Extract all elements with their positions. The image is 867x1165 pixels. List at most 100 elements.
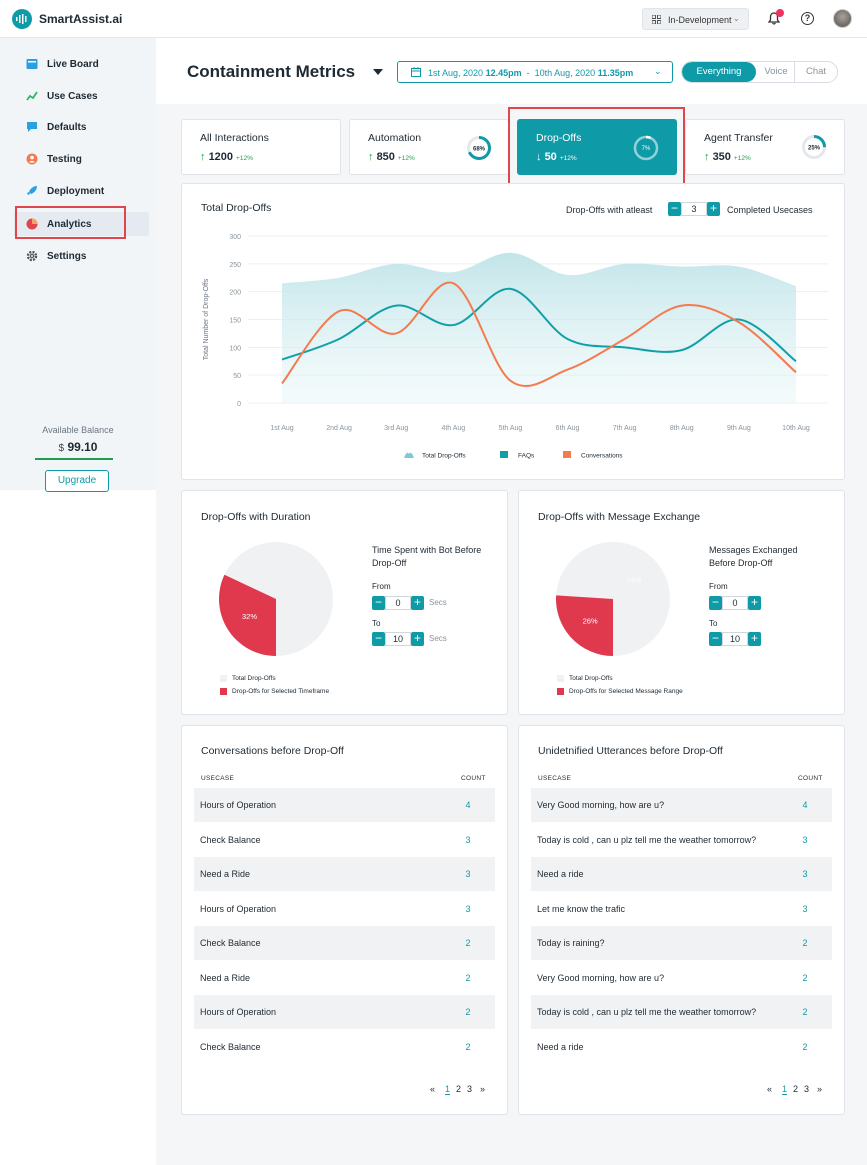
stepper-value[interactable]: 0 [722,596,748,610]
row-count[interactable]: 3 [465,869,471,879]
message-to-stepper[interactable]: − 10 + [709,632,761,646]
decrement-button[interactable]: − [372,632,385,646]
table-row[interactable]: Check Balance 3 [194,823,495,857]
channel-chat-button[interactable]: Chat [805,66,827,77]
row-count[interactable]: 2 [465,1007,471,1017]
prev-page-button[interactable]: « [767,1084,773,1094]
sidebar-item-testing[interactable]: Testing [26,152,146,170]
kpi-card-automation[interactable]: Automation ↑ 850 +12% 68% [349,119,509,175]
legend-swatch-selected [220,688,227,695]
table-row[interactable]: Hours of Operation 4 [194,788,495,822]
kpi-card-drop-offs[interactable]: Drop-Offs ↓ 50 +12% 7% [517,119,677,175]
increment-button[interactable]: + [748,632,761,646]
table-row[interactable]: Very Good morning, how are u? 2 [531,961,832,995]
sidebar-item-label: Defaults [47,122,87,133]
donut-arc [633,135,659,161]
message-from-stepper[interactable]: − 0 + [709,596,761,610]
decrement-button[interactable]: − [709,632,722,646]
table-row[interactable]: Very Good morning, how are u? 4 [531,788,832,822]
table-row[interactable]: Need a Ride 3 [194,857,495,891]
row-count[interactable]: 3 [802,869,808,879]
kpi-value: ↑ 350 +12% [704,151,751,163]
decrement-button[interactable]: − [709,596,722,610]
table-row[interactable]: Check Balance 2 [194,1030,495,1064]
row-count[interactable]: 2 [465,972,471,983]
sidebar-item-defaults[interactable]: Defaults [26,120,146,138]
channel-voice-button[interactable]: Voice [764,66,788,77]
row-count[interactable]: 2 [802,1007,808,1017]
environment-dropdown[interactable]: In-Development ⌄ [642,8,749,30]
table-row[interactable]: Today is cold , can u plz tell me the we… [531,823,832,857]
page-3-button[interactable]: 3 [804,1084,810,1094]
stepper-value[interactable]: 10 [722,632,748,646]
next-page-button[interactable]: » [480,1084,486,1094]
stepper-value[interactable]: 10 [385,632,411,646]
filter-prefix: Drop-Offs with atleast [566,205,653,215]
table-row[interactable]: Need a ride 2 [531,1030,832,1064]
stepper-value[interactable]: 0 [385,596,411,610]
legend-swatch-total [220,675,227,682]
table-row[interactable]: Need a Ride 2 [194,961,495,995]
table-row[interactable]: Need a ride 3 [531,857,832,891]
donut-arc [467,136,491,160]
agent-transfer-donut: 25% [802,135,826,159]
balance-currency: $ [58,443,65,454]
sidebar-item-live-board[interactable]: Live Board [26,57,146,75]
title-dropdown-caret-icon[interactable] [373,69,383,75]
row-count[interactable]: 4 [802,800,808,810]
next-page-button[interactable]: » [817,1084,823,1094]
table-row[interactable]: Let me know the trafic 3 [531,892,832,926]
row-count[interactable]: 2 [802,972,808,983]
x-tick-label: 6th Aug [556,425,580,432]
row-count[interactable]: 2 [802,938,808,948]
sidebar-item-settings[interactable]: Settings [26,249,146,267]
column-header-usecase: USECASE [201,775,235,782]
sidebar-item-use-cases[interactable]: Use Cases [26,89,146,107]
page-1-button[interactable]: 1 [782,1084,788,1095]
page-2-button[interactable]: 2 [456,1084,462,1094]
row-count[interactable]: 3 [802,834,808,845]
decrement-button[interactable]: − [372,596,385,610]
decrement-button[interactable]: − [668,202,681,216]
row-count[interactable]: 2 [465,938,471,948]
row-count[interactable]: 3 [465,834,471,845]
completed-usecases-stepper[interactable]: − 3 + [668,202,720,216]
row-usecase: Today is raining? [537,938,605,948]
sidebar-item-analytics[interactable]: Analytics [26,217,146,235]
row-count[interactable]: 2 [465,1041,471,1052]
duration-from-stepper[interactable]: − 0 + [372,596,424,610]
increment-button[interactable]: + [748,596,761,610]
kpi-card-all-interactions[interactable]: All Interactions ↑ 1200 +12% [181,119,341,175]
table-row[interactable]: Check Balance 2 [194,926,495,960]
upgrade-button[interactable]: Upgrade [45,470,109,492]
row-count[interactable]: 2 [802,1041,808,1052]
legend-label: Conversations [581,453,623,460]
smartassist-logo-icon[interactable] [12,9,32,29]
date-range-picker[interactable]: 1st Aug, 2020 12.45pm - 10th Aug, 2020 1… [397,61,673,83]
table-row[interactable]: Hours of Operation 3 [194,892,495,926]
table-row[interactable]: Hours of Operation 2 [194,995,495,1029]
table-row[interactable]: Today is cold , can u plz tell me the we… [531,995,832,1029]
table-row[interactable]: Today is raining? 2 [531,926,832,960]
stepper-value[interactable]: 3 [681,202,707,216]
duration-filter-title: Time Spent with Bot Before Drop-Off [372,545,482,568]
page-3-button[interactable]: 3 [467,1084,473,1094]
page-2-button[interactable]: 2 [793,1084,799,1094]
increment-button[interactable]: + [707,202,720,216]
channel-everything-button[interactable]: Everything [682,62,756,82]
kpi-card-agent-transfer[interactable]: Agent Transfer ↑ 350 +12% 25% [685,119,845,175]
increment-button[interactable]: + [411,632,424,646]
row-usecase: Today is cold , can u plz tell me the we… [537,834,757,845]
row-count[interactable]: 4 [465,800,471,810]
page-1-button[interactable]: 1 [445,1084,451,1095]
series-line-conversations [281,281,797,387]
row-count[interactable]: 3 [802,903,808,914]
prev-page-button[interactable]: « [430,1084,436,1094]
help-icon[interactable]: ? [801,12,814,25]
increment-button[interactable]: + [411,596,424,610]
avatar[interactable] [833,9,852,28]
sidebar-item-deployment[interactable]: Deployment [26,184,146,202]
sidebar: Live Board Use Cases Defaults Testing De… [0,38,156,492]
duration-to-stepper[interactable]: − 10 + [372,632,424,646]
row-count[interactable]: 3 [465,903,471,914]
